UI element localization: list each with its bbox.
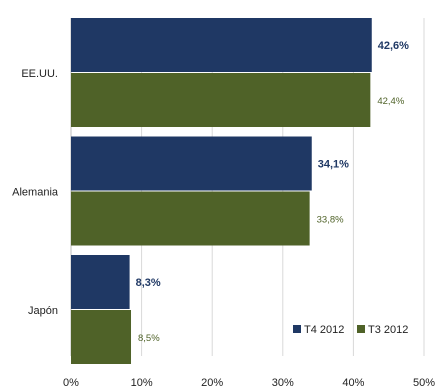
data-label: 8,3% [136,277,161,289]
x-tick-label: 20% [201,377,223,389]
x-tick-label: 0% [63,377,79,389]
bars [71,18,372,364]
data-label: 42,6% [378,40,409,52]
category-label: Japón [28,305,58,317]
data-label: 34,1% [318,159,349,171]
category-label: EE.UU. [21,68,58,80]
legend-entry: T3 2012 [368,324,408,336]
legend-swatch [357,325,365,333]
legend-swatch [293,325,301,333]
x-tick-label: 50% [413,377,435,389]
data-label: 42,4% [377,96,404,107]
data-labels: 42,6% 42,4% 34,1% 33,8% 8,3% 8,5% [136,40,410,344]
x-tick-label: 40% [342,377,364,389]
x-tick-label: 10% [131,377,153,389]
x-tick-label: 30% [272,377,294,389]
data-label: 33,8% [317,215,344,226]
bar [71,191,310,246]
category-labels: EE.UU. Alemania Japón [12,68,59,317]
x-tick-labels: 0% 10% 20% 30% 40% 50% [63,377,435,389]
legend: T4 2012 T3 2012 [293,324,408,336]
category-label: Alemania [12,187,59,199]
bar [71,136,312,191]
bar [71,73,371,127]
bar [71,18,372,72]
bar [71,255,130,309]
legend-entry: T4 2012 [304,324,344,336]
data-label: 8,5% [138,333,160,344]
bar [71,310,132,364]
